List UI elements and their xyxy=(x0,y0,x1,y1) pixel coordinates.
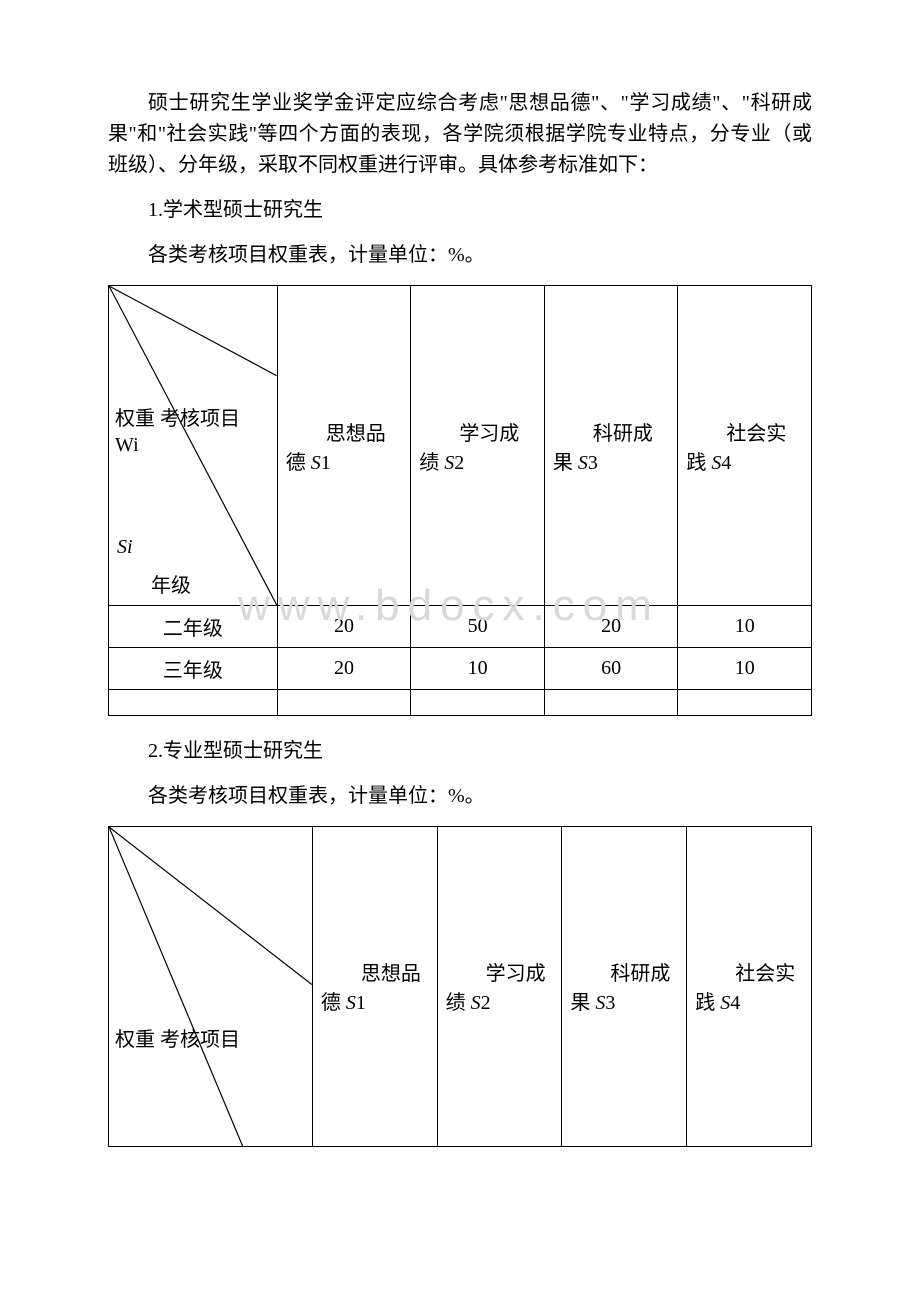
table-header-row: 权重 考核项目 Wi Si 年级 思想品 德 S1 学习成 绩 S2 科研成 果… xyxy=(109,286,812,606)
table-row: 三年级 20 10 60 10 xyxy=(109,648,812,690)
column-header: 科研成 果 S3 xyxy=(562,827,687,1147)
empty-cell xyxy=(411,690,545,716)
value-cell: 10 xyxy=(678,606,812,648)
weight-table-1: 权重 考核项目 Wi Si 年级 思想品 德 S1 学习成 绩 S2 科研成 果… xyxy=(108,285,812,716)
diag-label-grade: 年级 xyxy=(151,573,191,599)
column-header: 社会实 践 S4 xyxy=(687,827,812,1147)
table1-wrapper: 权重 考核项目 Wi Si 年级 思想品 德 S1 学习成 绩 S2 科研成 果… xyxy=(108,285,812,716)
table1-caption: 各类考核项目权重表，计量单位：%。 xyxy=(108,240,812,271)
column-header: 学习成 绩 S2 xyxy=(437,827,562,1147)
empty-cell xyxy=(544,690,678,716)
table2-wrapper: 权重 考核项目 思想品 德 S1 学习成 绩 S2 科研成 果 S3 社会实 践… xyxy=(108,826,812,1147)
value-cell: 60 xyxy=(544,648,678,690)
empty-cell xyxy=(277,690,411,716)
watermark-text: www.bdocx.com xyxy=(238,581,660,631)
weight-table-2: 权重 考核项目 思想品 德 S1 学习成 绩 S2 科研成 果 S3 社会实 践… xyxy=(108,826,812,1147)
diagonal-lines-icon xyxy=(109,827,312,1146)
table-header-row: 权重 考核项目 思想品 德 S1 学习成 绩 S2 科研成 果 S3 社会实 践… xyxy=(109,827,812,1147)
value-cell: 10 xyxy=(678,648,812,690)
diag-label-si: Si xyxy=(117,534,133,560)
section1-title: 1.学术型硕士研究生 xyxy=(108,195,812,226)
value-cell: 10 xyxy=(411,648,545,690)
table2-caption: 各类考核项目权重表，计量单位：%。 xyxy=(108,781,812,812)
grade-cell: 三年级 xyxy=(109,648,278,690)
empty-cell xyxy=(109,690,278,716)
column-header: 思想品 德 S1 xyxy=(312,827,437,1147)
document-page: 硕士研究生学业奖学金评定应综合考虑"思想品德"、"学习成绩"、"科研成果"和"社… xyxy=(0,0,920,1247)
column-header: 科研成 果 S3 xyxy=(544,286,678,606)
diag-label-weight: 权重 考核项目 Wi xyxy=(115,406,255,458)
diag-label-weight: 权重 考核项目 xyxy=(115,1027,265,1053)
diagonal-header-cell: 权重 考核项目 Wi Si 年级 xyxy=(109,286,278,606)
column-header: 思想品 德 S1 xyxy=(277,286,411,606)
diagonal-header-cell: 权重 考核项目 xyxy=(109,827,313,1147)
column-header: 社会实 践 S4 xyxy=(678,286,812,606)
column-header: 学习成 绩 S2 xyxy=(411,286,545,606)
value-cell: 20 xyxy=(277,648,411,690)
intro-paragraph: 硕士研究生学业奖学金评定应综合考虑"思想品德"、"学习成绩"、"科研成果"和"社… xyxy=(108,88,812,181)
table-row-empty xyxy=(109,690,812,716)
section2-title: 2.专业型硕士研究生 xyxy=(108,736,812,767)
empty-cell xyxy=(678,690,812,716)
